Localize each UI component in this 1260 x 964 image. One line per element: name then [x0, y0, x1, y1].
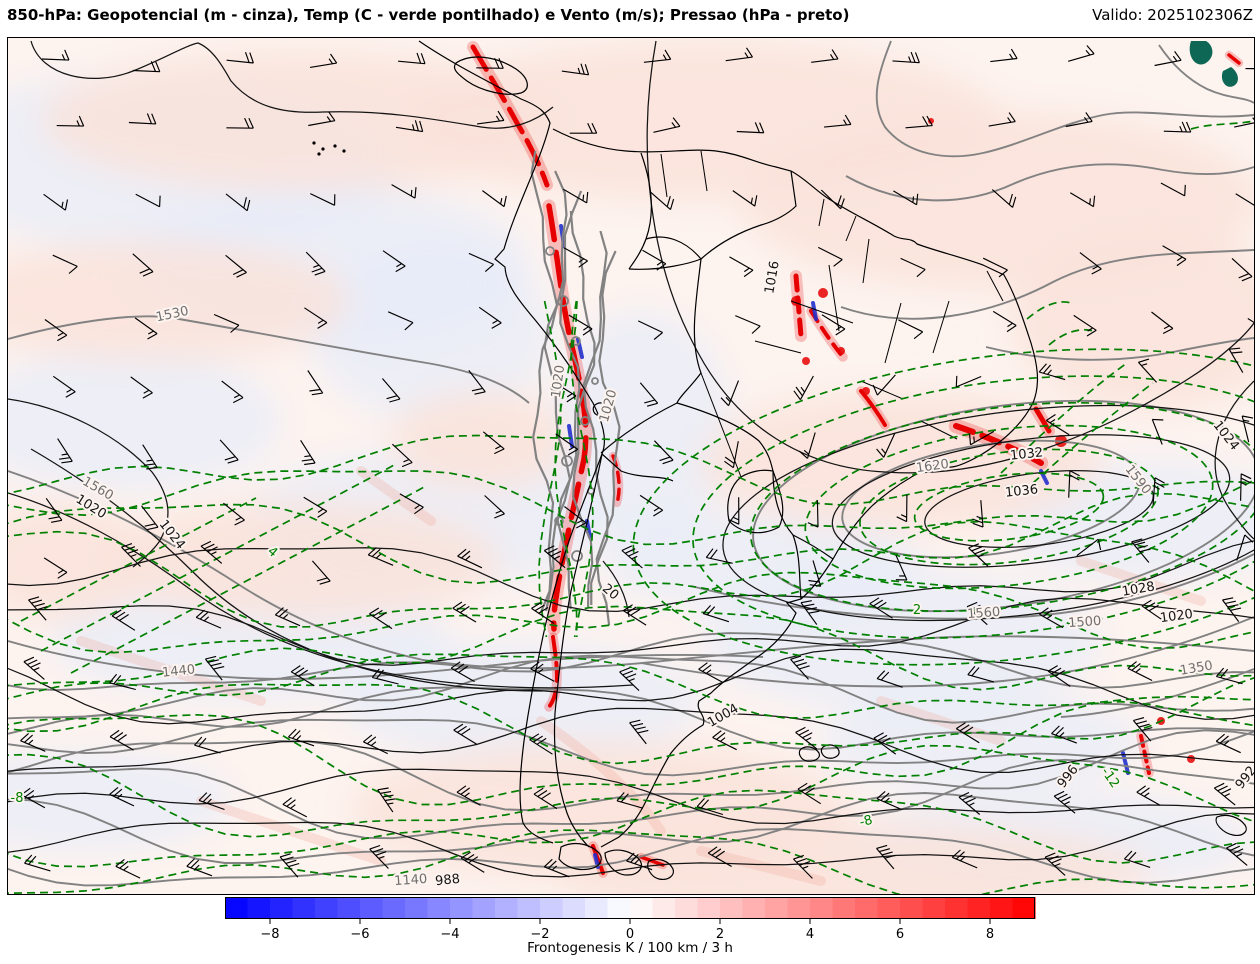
- contour-label-geopotential: 1620: [915, 457, 950, 476]
- wind-barbs-layer: [20, 45, 1254, 879]
- colorbar-tick-label: −8: [260, 927, 279, 942]
- contour-label-geopotential: 1020: [549, 364, 568, 399]
- colorbar-tick-label: 8: [986, 927, 994, 942]
- contour-label-pressure: 1020: [1159, 607, 1194, 626]
- temperature-contours-layer: [8, 120, 1254, 894]
- background-shading-layer: [8, 41, 1254, 894]
- contour-label-temperature: 2: [913, 603, 921, 618]
- contour-label-pressure: 1036: [1004, 482, 1038, 500]
- frontogenesis-colorbar: −8 −6 −4 −2 0 2 4 6 8: [225, 897, 1036, 942]
- contour-label-temperature: -8: [858, 813, 874, 831]
- page-title: 850-hPa: Geopotencial (m - cinza), Temp …: [7, 6, 850, 24]
- contour-label-geopotential: 1440: [161, 662, 195, 680]
- contour-label-geopotential: 1500: [1068, 614, 1102, 631]
- contour-label-pressure: 988: [435, 872, 461, 890]
- colorbar-label: Frontogenesis K / 100 km / 3 h: [527, 940, 733, 956]
- colorbar-tick-label: 2: [716, 927, 724, 942]
- colorbar-tick-label: −2: [530, 927, 549, 942]
- valid-time-label: Valido: 2025102306Z: [1092, 6, 1253, 24]
- colorbar-tick-label: −4: [440, 927, 459, 942]
- contour-label-geopotential: 1560: [967, 605, 1001, 622]
- colorbar-tick-label: 6: [896, 927, 904, 942]
- colorbar-tick-label: 4: [806, 927, 814, 942]
- colorbar-tick-label: −6: [350, 927, 369, 942]
- contour-label-temperature: -8: [11, 791, 24, 806]
- pressure-contours-layer: [8, 40, 1254, 878]
- contour-label-geopotential: 1140: [394, 872, 428, 889]
- contour-label-geopotential: 1530: [155, 304, 190, 326]
- coastline-borders-layer: [312, 40, 1247, 880]
- contour-label-pressure: 1032: [1009, 445, 1043, 463]
- map-frame: 1530 1560 1440 1020 1020 1620 1590 1560 1500 1350…: [7, 37, 1255, 895]
- colorbar-tick-label: 0: [626, 927, 634, 942]
